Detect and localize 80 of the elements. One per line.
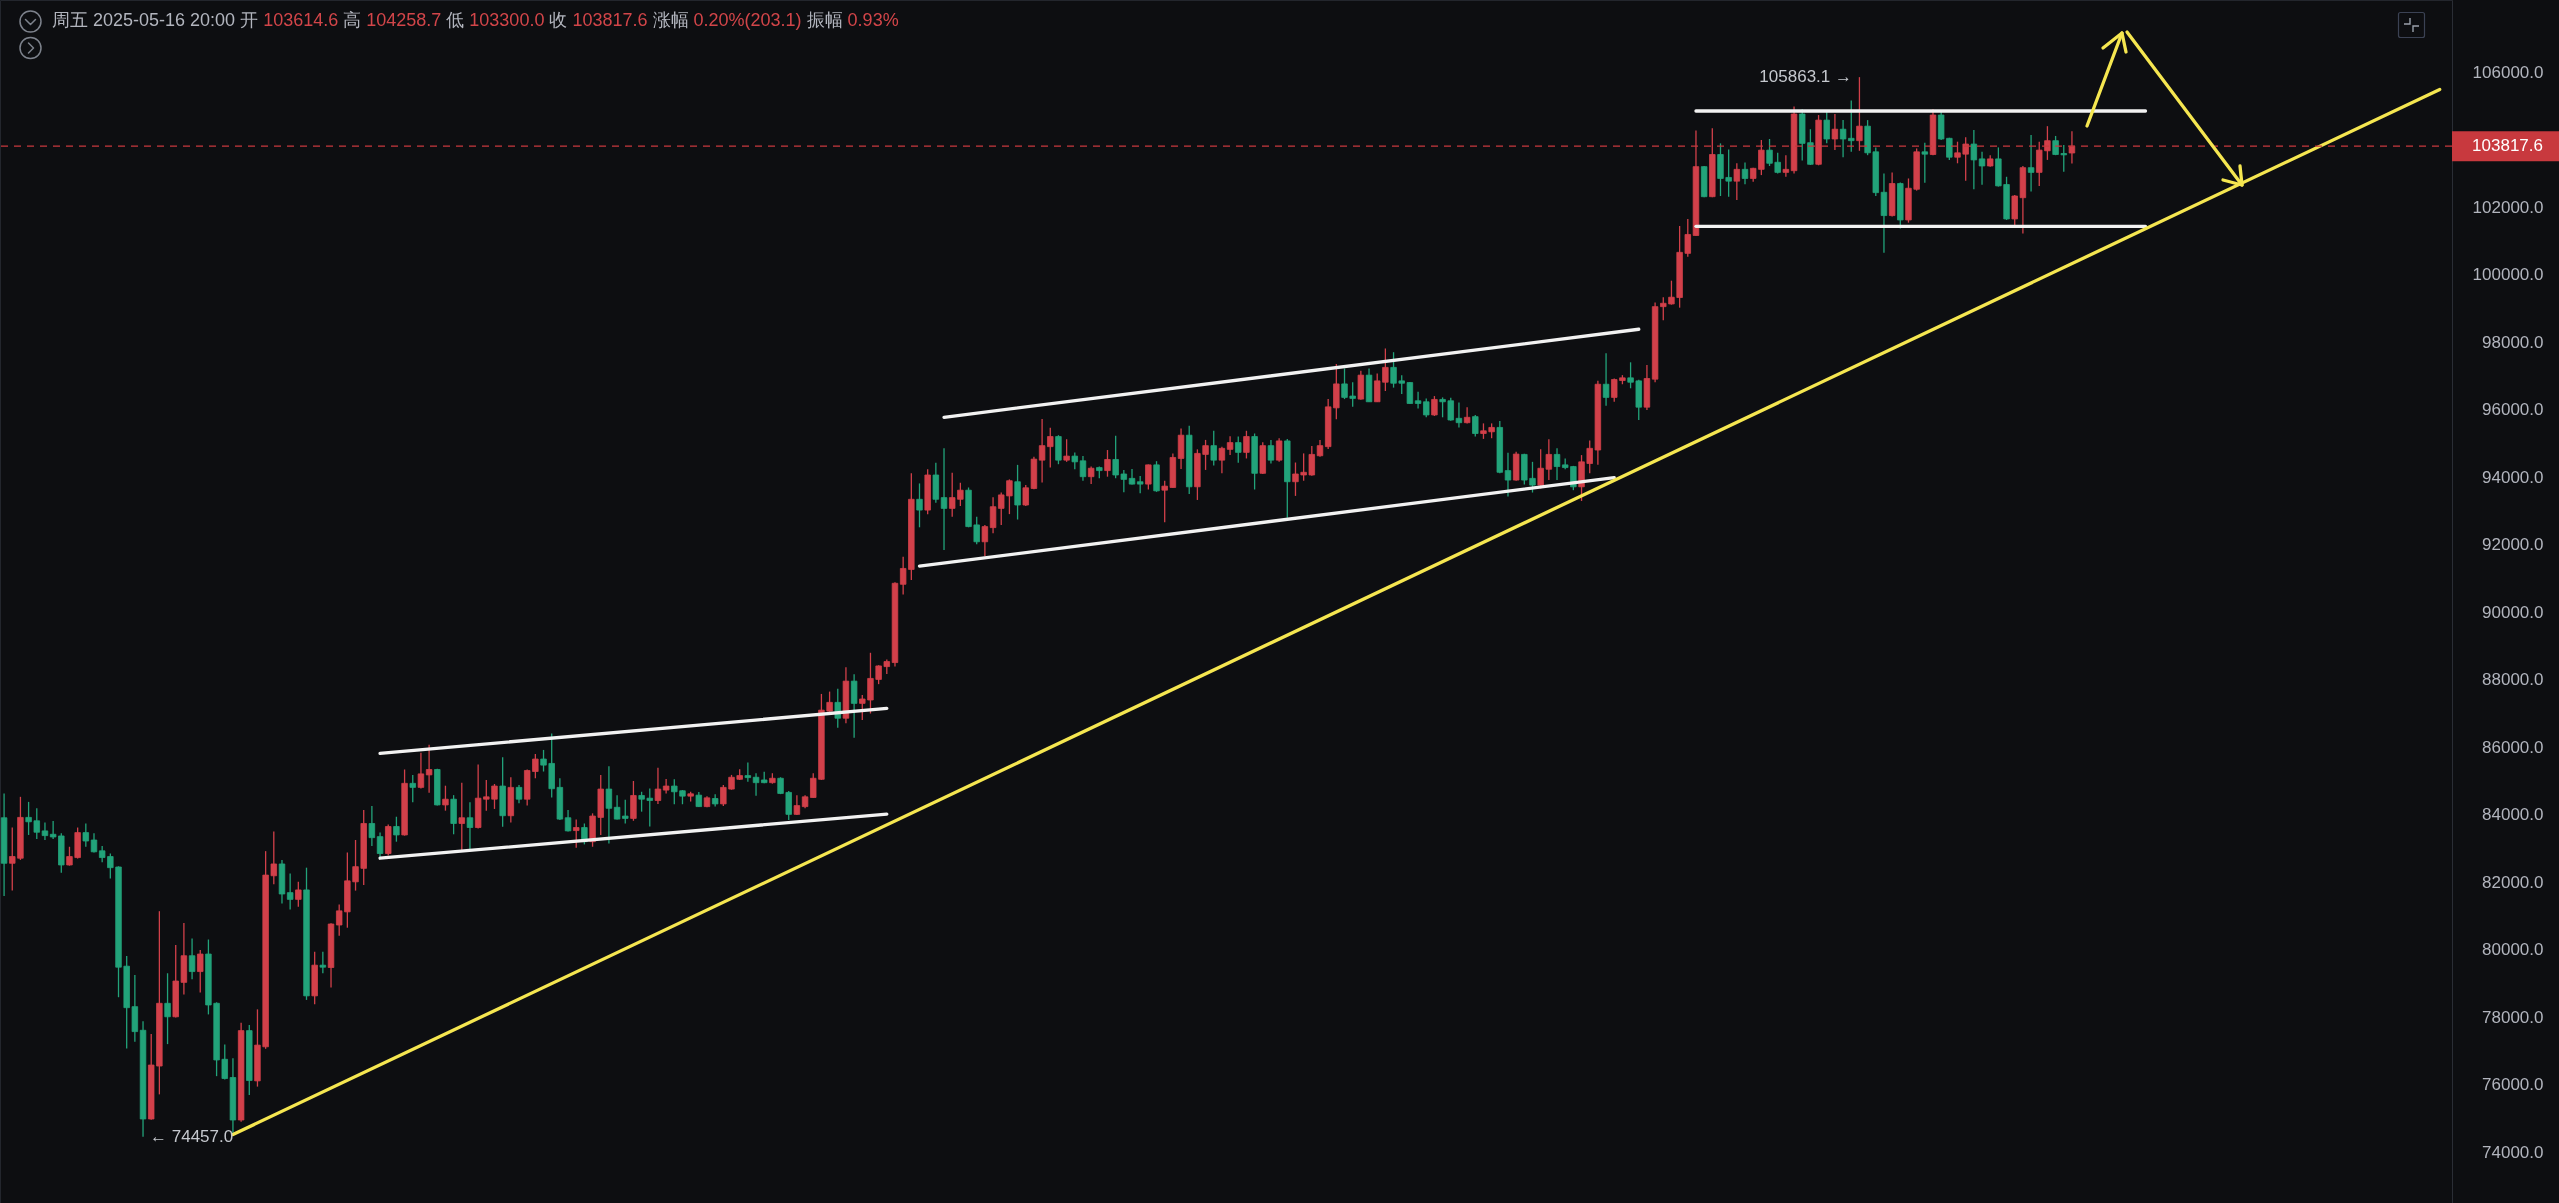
y-tick-label: 82000.0 [2482, 872, 2544, 892]
candlestick [1063, 438, 1070, 463]
y-tick-label: 106000.0 [2472, 63, 2544, 83]
candlestick [41, 821, 49, 841]
candlestick [368, 805, 376, 847]
candlestick [1782, 154, 1790, 178]
candlestick [82, 822, 90, 848]
y-tick-label: 88000.0 [2482, 670, 2544, 690]
candlestick [376, 831, 384, 859]
candlestick [1243, 430, 1250, 460]
y-tick-label: 90000.0 [2482, 602, 2544, 622]
candlestick [515, 784, 523, 804]
candlestick [319, 951, 327, 974]
y-tick-label: 94000.0 [2482, 467, 2544, 487]
candlestick [654, 767, 662, 805]
candlestick [197, 949, 204, 994]
y-tick-label: 74000.0 [2482, 1142, 2544, 1162]
candlestick [1472, 414, 1479, 438]
candlestick [1235, 435, 1242, 464]
y-tick-label: 86000.0 [2482, 737, 2544, 757]
candlestick [1463, 406, 1471, 425]
candlestick [940, 447, 948, 551]
candlestick [1267, 439, 1275, 465]
candlestick [1553, 447, 1561, 481]
candlestick [573, 818, 580, 849]
candlestick [1226, 435, 1234, 456]
y-tick-label: 76000.0 [2482, 1075, 2544, 1095]
y-tick-label: 96000.0 [2482, 400, 2544, 420]
candlestick [417, 751, 425, 790]
candlestick [1602, 352, 1610, 407]
candlestick [2027, 134, 2035, 193]
candlestick [1741, 161, 1749, 185]
candlestick [630, 780, 637, 822]
y-tick-label: 78000.0 [2482, 1007, 2544, 1027]
candlestick [458, 782, 465, 851]
candlestick [850, 673, 858, 739]
candlestick [1357, 370, 1365, 401]
candlestick [1431, 395, 1438, 417]
ref-line-label: 103817.6 [2472, 136, 2543, 156]
candlestick [1014, 464, 1021, 521]
candlestick [1970, 129, 1978, 190]
candlestick [916, 482, 923, 528]
candlestick [1504, 452, 1512, 498]
y-tick-label: 80000.0 [2482, 940, 2544, 960]
candlestick [1177, 427, 1185, 470]
y-tick-label: 98000.0 [2482, 332, 2544, 352]
candlestick [1145, 463, 1152, 491]
candlestick [286, 872, 294, 911]
candlestick [295, 881, 302, 908]
candlestick [1079, 455, 1087, 482]
candlestick [1128, 468, 1136, 486]
candlestick [188, 937, 196, 980]
candlestick [1055, 434, 1062, 465]
candlestick [981, 524, 989, 557]
annotation: ← 74457.0 [150, 1127, 234, 1146]
annotation: 105863.1 → [1759, 67, 1852, 86]
candlestick [1210, 430, 1217, 467]
candlestick [1880, 172, 1888, 254]
candlestick [425, 744, 433, 794]
y-tick-label: 84000.0 [2482, 805, 2544, 825]
candlestick [1823, 111, 1830, 145]
candlestick [564, 809, 572, 833]
candlestick [1733, 162, 1741, 201]
candlestick [605, 765, 613, 845]
candlestick [752, 772, 760, 797]
candlestick [164, 972, 171, 1045]
candlestick [1218, 446, 1226, 474]
candlestick [1275, 437, 1283, 463]
candlestick [393, 816, 400, 843]
y-tick-label: 102000.0 [2472, 197, 2544, 217]
candlestick [1978, 151, 1986, 186]
candlestick [744, 761, 752, 783]
chart-title: 周五 2025-05-16 20:00 开 103614.6 高 104258.7 低 103300.0 收 103817.6 涨幅 0.20%(203.1) 振幅 0.93% [52, 10, 899, 30]
candlestick [442, 785, 449, 812]
y-tick-label: 100000.0 [2472, 265, 2544, 285]
y-tick-label: 92000.0 [2482, 535, 2544, 555]
candlestick [1921, 142, 1929, 184]
candlestick [466, 801, 474, 851]
candlestick [409, 774, 416, 803]
candlestick [1104, 449, 1111, 478]
